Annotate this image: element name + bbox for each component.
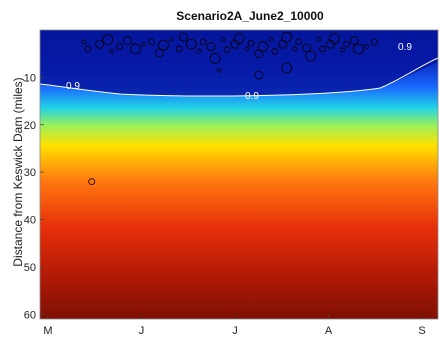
scatter-points [81, 31, 378, 186]
scatter-point [175, 45, 183, 53]
plot-area: 0.9 0.9 0.9 [40, 30, 438, 319]
chart-title: Scenario2A_June2_10000 [176, 9, 324, 23]
scatter-point [230, 39, 240, 49]
scatter-point [109, 48, 115, 54]
scatter-point [116, 43, 123, 50]
contour-label-center: 0.9 [245, 91, 259, 102]
scatter-point [316, 37, 322, 42]
scatter-point [185, 38, 197, 50]
scatter-point [370, 38, 378, 46]
scatter-point [199, 38, 207, 46]
x-tick-label: S [418, 325, 425, 337]
scatter-point [343, 40, 350, 48]
scatter-point [223, 46, 231, 54]
scatter-point [81, 39, 87, 45]
scatter-point [209, 53, 221, 64]
scatter-point [148, 38, 155, 46]
scatter-point [319, 45, 326, 53]
y-tick-label: 10 [24, 72, 36, 84]
x-tick-label: M [43, 325, 52, 337]
scatter-point [247, 39, 255, 47]
scatter-point [141, 41, 146, 47]
scatter-point [216, 67, 222, 73]
y-tick-label: 40 [24, 215, 36, 227]
scatter-point [206, 42, 216, 51]
scatter-point [363, 44, 369, 49]
scatter-point [340, 47, 345, 53]
scatter-point [257, 41, 269, 52]
scatter-point [157, 39, 169, 51]
scatter-point [168, 37, 174, 42]
scatter-point [130, 43, 141, 55]
scatter-point [123, 36, 132, 45]
scatter-point [254, 70, 264, 80]
isoline-0.9 [40, 57, 438, 97]
scatter-point [220, 37, 226, 42]
scatter-point [244, 46, 250, 52]
scatter-point [233, 33, 245, 44]
scatter-point [352, 43, 364, 55]
scatter-point [281, 62, 293, 74]
scatter-point [305, 50, 317, 62]
scatter-point [281, 31, 293, 43]
scatter-point [88, 178, 96, 186]
scatter-point [84, 45, 92, 53]
x-tick-label: A [325, 325, 333, 337]
scatter-point [268, 37, 274, 42]
plot-frame [39, 29, 439, 320]
contour-label-left: 0.9 [66, 81, 80, 92]
scatter-point [295, 38, 303, 46]
scatter-point [350, 36, 359, 45]
y-tick-label: 50 [24, 262, 36, 274]
x-tick-label: J [232, 325, 238, 337]
scatter-point [292, 46, 298, 52]
y-axis: 10 20 30 40 50 60 [24, 72, 44, 321]
contour-label-right: 0.9 [398, 42, 412, 53]
scatter-point [95, 39, 105, 49]
y-axis-label: Distance from Keswick Dam (miles) [11, 77, 25, 266]
scatter-point [102, 34, 114, 45]
x-tick-label: J [139, 325, 145, 337]
scatter-point [271, 47, 279, 55]
scatter-point [329, 33, 340, 44]
y-tick-label: 20 [24, 120, 36, 132]
scatter-point [326, 39, 335, 49]
scatter-point [196, 48, 202, 54]
y-tick-label: 60 [24, 309, 36, 321]
y-tick-label: 30 [24, 167, 36, 179]
scatter-point [302, 43, 312, 53]
scatter-point [178, 32, 188, 42]
